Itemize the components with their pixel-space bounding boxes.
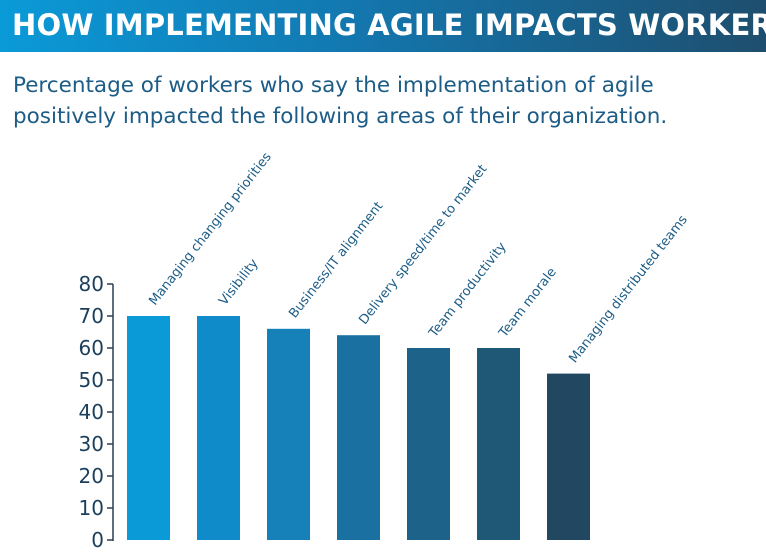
bar <box>127 316 170 540</box>
y-tick-label: 20 <box>79 464 104 488</box>
y-tick-label: 60 <box>79 336 104 360</box>
bar <box>337 335 380 540</box>
category-label: Managing changing priorities <box>146 150 275 309</box>
category-label: Managing distributed teams <box>566 212 691 366</box>
bar <box>267 328 310 540</box>
y-tick-label: 50 <box>79 368 104 392</box>
category-label: Delivery speed/time to market <box>356 162 490 328</box>
y-tick-label: 70 <box>79 304 104 328</box>
y-tick-label: 0 <box>91 528 104 552</box>
y-tick-label: 10 <box>79 496 104 520</box>
category-label: Team productivity <box>426 239 510 341</box>
bar <box>407 348 450 540</box>
y-tick-label: 80 <box>79 272 104 296</box>
bar <box>477 348 520 540</box>
bar <box>197 316 240 540</box>
category-label: Visibility <box>216 256 262 308</box>
category-label: Team morale <box>496 265 560 341</box>
chart-subtitle: Percentage of workers who say the implem… <box>13 73 668 129</box>
chart-title: HOW IMPLEMENTING AGILE IMPACTS WORKERS <box>12 8 766 42</box>
bar <box>547 373 590 540</box>
y-tick-label: 40 <box>79 400 104 424</box>
title-banner: HOW IMPLEMENTING AGILE IMPACTS WORKERS <box>0 0 766 52</box>
y-tick-label: 30 <box>79 432 104 456</box>
